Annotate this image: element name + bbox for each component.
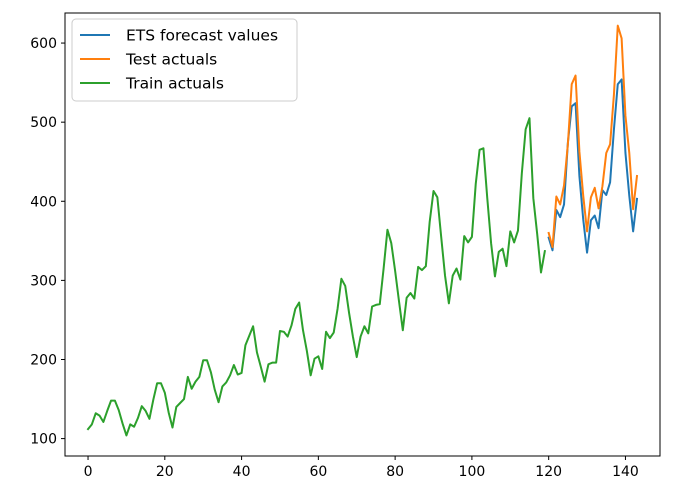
axes-frame: [64, 12, 661, 457]
legend-box: [71, 18, 298, 102]
legend-label-train-actuals: Train actuals: [125, 75, 224, 93]
y-tick-label: 200: [30, 352, 57, 368]
y-tick-label: 500: [30, 115, 57, 131]
y-tick-label: 100: [30, 432, 57, 448]
y-axis: 100 200 300 400 500 600: [30, 36, 65, 448]
y-tick-label: 300: [30, 273, 57, 289]
y-tick-label: 400: [30, 194, 57, 210]
legend: ETS forecast values Test actuals Train a…: [71, 18, 298, 102]
x-tick-label: 40: [233, 464, 251, 480]
x-tick-label: 100: [459, 464, 486, 480]
series-line-test-actuals: [547, 24, 639, 249]
x-tick-label: 140: [612, 464, 639, 480]
y-tick-label: 600: [30, 36, 57, 52]
x-tick-label: 80: [386, 464, 404, 480]
x-tick-label: 120: [535, 464, 562, 480]
x-axis: 0 20 40 60 80 100 120 140: [84, 456, 639, 480]
x-tick-label: 0: [84, 464, 93, 480]
series-line-train-actuals: [86, 117, 547, 437]
x-tick-label: 60: [309, 464, 327, 480]
legend-label-ets-forecast: ETS forecast values: [126, 27, 278, 45]
series-line-ets-forecast: [547, 78, 639, 254]
x-tick-label: 20: [156, 464, 174, 480]
legend-label-test-actuals: Test actuals: [125, 51, 217, 69]
series-group: [86, 24, 639, 437]
